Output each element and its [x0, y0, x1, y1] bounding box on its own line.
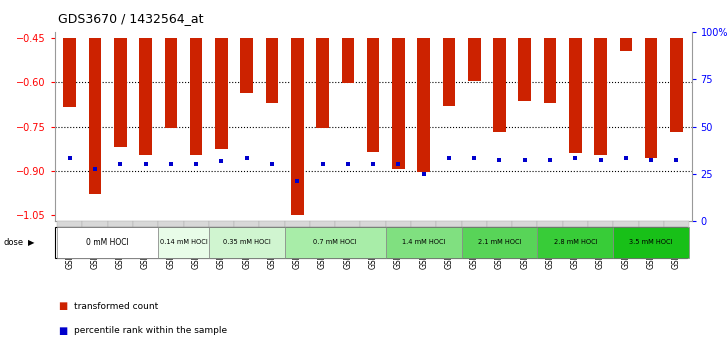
Text: ▶: ▶ [28, 238, 34, 247]
Bar [518, 38, 531, 101]
Bar [285, 227, 386, 258]
Bar [638, 221, 664, 227]
Bar [594, 38, 607, 155]
Text: 1.4 mM HOCl: 1.4 mM HOCl [402, 240, 446, 245]
Bar [462, 227, 537, 258]
Bar [613, 227, 689, 258]
Bar [417, 38, 430, 172]
Bar [285, 221, 310, 227]
Bar [620, 38, 632, 51]
Bar [537, 227, 613, 258]
Bar [411, 221, 436, 227]
Bar [468, 38, 480, 81]
Bar [563, 221, 588, 227]
Text: 0.14 mM HOCl: 0.14 mM HOCl [159, 240, 207, 245]
Bar [139, 38, 152, 155]
Text: 2.1 mM HOCl: 2.1 mM HOCl [478, 240, 521, 245]
Bar [234, 221, 259, 227]
Bar [569, 38, 582, 153]
Bar [537, 221, 563, 227]
Bar [63, 38, 76, 107]
Bar [291, 38, 304, 215]
Bar [57, 221, 82, 227]
Bar [386, 221, 411, 227]
Bar [82, 221, 108, 227]
Bar [316, 38, 329, 128]
Bar [613, 221, 638, 227]
Bar [57, 227, 158, 258]
Text: 0.7 mM HOCl: 0.7 mM HOCl [313, 240, 357, 245]
Bar [158, 227, 209, 258]
Bar [165, 38, 177, 128]
Bar [215, 38, 228, 149]
Bar [360, 221, 386, 227]
Bar [664, 221, 689, 227]
Bar [108, 221, 133, 227]
Bar [386, 227, 462, 258]
Text: percentile rank within the sample: percentile rank within the sample [74, 326, 227, 336]
Text: dose: dose [4, 238, 24, 247]
Text: transformed count: transformed count [74, 302, 159, 311]
Bar [436, 221, 462, 227]
Bar [209, 227, 285, 258]
Text: 3.5 mM HOCl: 3.5 mM HOCl [630, 240, 673, 245]
Text: 2.8 mM HOCl: 2.8 mM HOCl [553, 240, 597, 245]
Bar [133, 221, 158, 227]
Bar [367, 38, 379, 152]
Bar [512, 221, 537, 227]
Text: ■: ■ [58, 301, 68, 311]
Bar [544, 38, 556, 103]
Bar [645, 38, 657, 158]
Bar [240, 38, 253, 92]
Bar [209, 221, 234, 227]
Bar [341, 38, 354, 83]
Text: 0 mM HOCl: 0 mM HOCl [87, 238, 129, 247]
Text: 0.35 mM HOCl: 0.35 mM HOCl [223, 240, 271, 245]
Bar [487, 221, 512, 227]
Bar [443, 38, 455, 107]
Bar [266, 38, 278, 103]
Bar [114, 38, 127, 147]
Text: ■: ■ [58, 326, 68, 336]
Bar [335, 221, 360, 227]
Bar [259, 221, 285, 227]
Bar [670, 38, 683, 132]
Bar [392, 38, 405, 170]
Text: GDS3670 / 1432564_at: GDS3670 / 1432564_at [58, 12, 204, 25]
Bar [190, 38, 202, 155]
Bar [462, 221, 487, 227]
Bar [158, 221, 183, 227]
Bar [588, 221, 613, 227]
Bar [493, 38, 506, 132]
Bar [89, 38, 101, 194]
Bar [183, 221, 209, 227]
Bar [310, 221, 335, 227]
